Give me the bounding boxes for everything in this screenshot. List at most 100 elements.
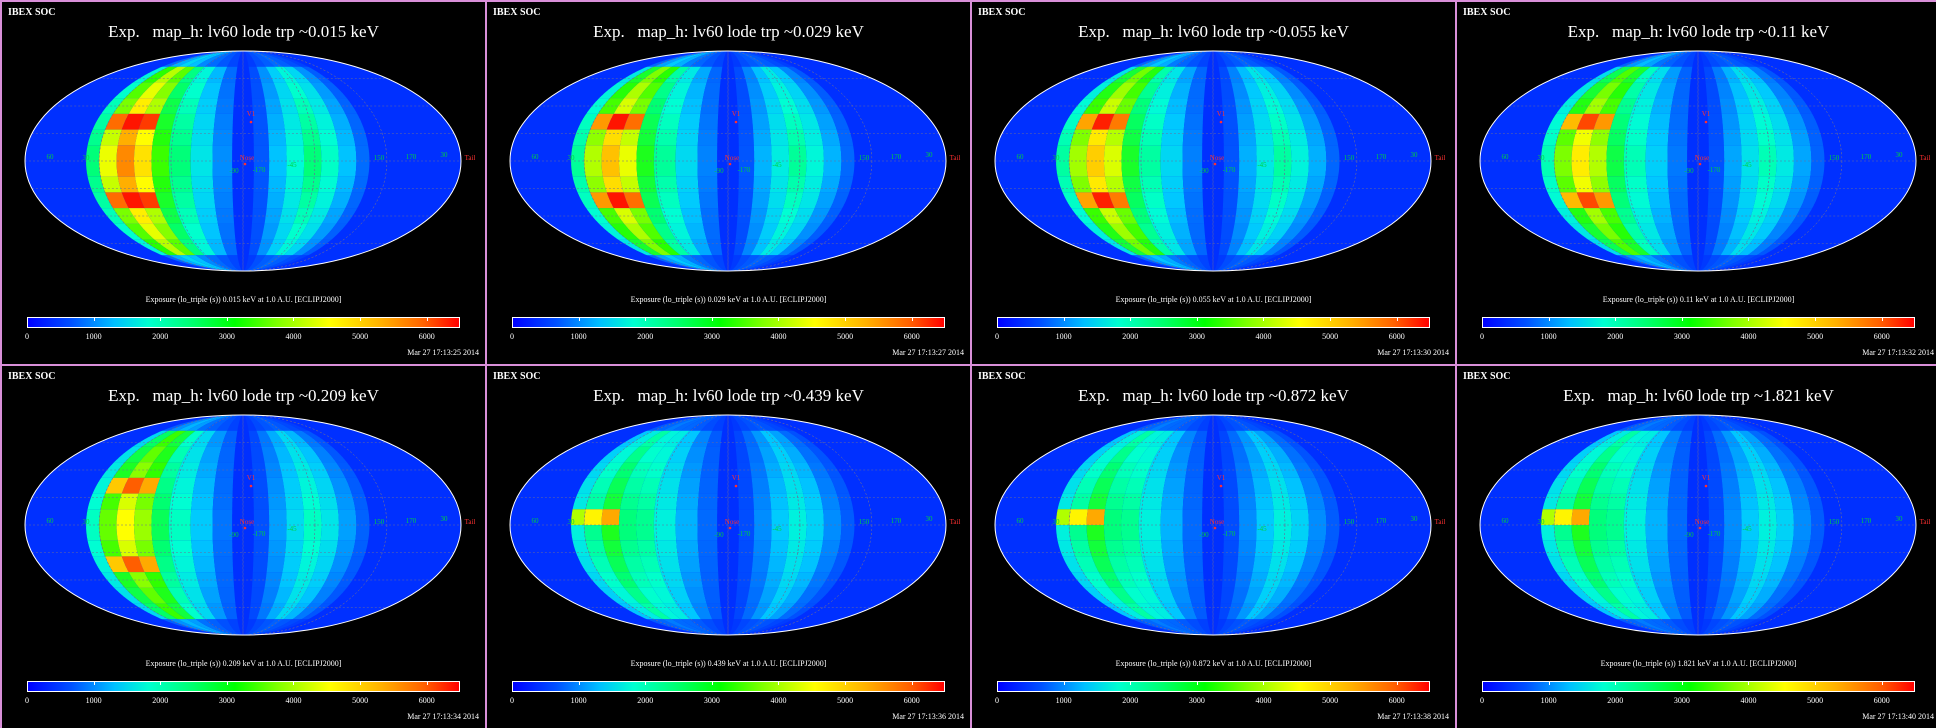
exposure-cell [1160, 525, 1183, 541]
exposure-cell [599, 446, 628, 463]
exposure-cell [243, 415, 257, 431]
exposure-cell [1670, 208, 1690, 224]
exposure-cell [638, 82, 664, 99]
exposure-cell [819, 129, 841, 146]
exposure-cell [1608, 82, 1634, 99]
exposure-cell [1792, 509, 1812, 525]
exposure-cell [1307, 145, 1327, 161]
exposure-cell [1773, 493, 1793, 510]
meridian-line [1140, 415, 1286, 635]
lon-label: 30 [1896, 151, 1904, 159]
exposure-cell [1723, 540, 1742, 557]
exposure-cell [301, 129, 321, 146]
exposure-cell [1062, 477, 1083, 494]
lon-label: 30 [568, 154, 576, 162]
exposure-cell [1670, 572, 1690, 588]
exposure-cell [606, 556, 630, 573]
colorbar-tick-label: 5000 [352, 332, 369, 341]
exposure-cell [167, 82, 192, 99]
lon-label: 170 [406, 517, 417, 525]
exposure-cell [243, 619, 275, 635]
exposure-cell [653, 145, 677, 161]
exposure-cell [1161, 239, 1187, 256]
exposure-cell [590, 477, 614, 494]
exposure-cell [1758, 161, 1777, 177]
exposure-cell [1138, 509, 1162, 525]
exposure-cell [261, 446, 279, 463]
exposure-cell [584, 145, 603, 161]
colorbar-tick-label: 1000 [85, 696, 102, 705]
exposure-cell [1650, 619, 1698, 635]
exposure-cell [737, 113, 754, 130]
exposure-cell [1280, 446, 1306, 463]
exposure-cell [1776, 462, 1801, 478]
exposure-cell [680, 255, 728, 271]
exposure-cell [169, 129, 193, 146]
exposure-cell [1069, 525, 1088, 541]
lon-label: -45 [772, 161, 782, 169]
colorbar-tick-mark [1196, 317, 1198, 321]
colorbar-tick-mark [578, 681, 580, 685]
exposure-cell [1733, 98, 1754, 114]
exposure-cell [1698, 255, 1712, 271]
exposure-cell [266, 477, 285, 494]
exposure-cell [1775, 161, 1794, 177]
exposure-cell [1719, 208, 1738, 224]
exposure-cell [1641, 255, 1698, 271]
v1-label: V1 [247, 110, 256, 118]
exposure-cell [1721, 556, 1740, 573]
exposure-cell [1753, 556, 1774, 573]
exposure-cell [1160, 145, 1183, 161]
colorbar-caption: Exposure (lo_triple (s)) 0.055 keV at 1.… [1115, 295, 1312, 304]
exposure-cell [227, 415, 243, 431]
exposure-cell [273, 223, 294, 240]
exposure-cell [212, 129, 233, 146]
exposure-cell [620, 176, 641, 193]
exposure-cell [770, 82, 793, 99]
exposure-cell [1213, 619, 1263, 635]
exposure-cell [1213, 619, 1227, 635]
exposure-cell [782, 587, 807, 604]
exposure-cell [337, 509, 357, 525]
lon-label: 30 [441, 515, 449, 523]
exposure-cell [1271, 540, 1291, 557]
exposure-cell [676, 239, 702, 256]
timestamp: Mar 27 17:13:40 2014 [1862, 712, 1934, 721]
exposure-cell [671, 619, 728, 635]
exposure-cell [840, 145, 855, 161]
exposure-cell [700, 462, 720, 478]
exposure-cell [1633, 430, 1660, 447]
app-label: IBEX SOC [8, 7, 56, 18]
exposure-cell [124, 223, 155, 240]
exposure-cell [166, 239, 196, 256]
exposure-cell [701, 51, 728, 67]
exposure-cell [647, 415, 728, 431]
exposure-cell [786, 540, 806, 557]
exposure-cell [652, 446, 677, 463]
exposure-cell [751, 192, 770, 209]
exposure-map-panel: 60 30 -90 -45 -170 150 170 30 Nose Tail V1 IBEX SOC… [972, 366, 1455, 728]
app-label: IBEX SOC [1463, 7, 1511, 18]
exposure-cell [1756, 176, 1776, 193]
exposure-cell [1810, 145, 1825, 161]
exposure-cell [204, 415, 243, 431]
exposure-cell [601, 509, 621, 525]
meridian-line [98, 415, 388, 635]
exposure-cell [1723, 145, 1742, 161]
exposure-cell [168, 255, 243, 271]
exposure-cell [1280, 82, 1306, 99]
exposure-cell [182, 82, 207, 99]
exposure-cell [1568, 208, 1595, 224]
exposure-cell [1236, 192, 1255, 209]
meridian-line [1625, 51, 1771, 271]
exposure-cell [1223, 509, 1240, 525]
exposure-cell [1156, 51, 1213, 67]
colorbar-tick-mark [1681, 317, 1683, 321]
exposure-cell [1671, 255, 1698, 271]
exposure-cell [601, 161, 621, 177]
exposure-cell [698, 556, 719, 573]
exposure-cell [243, 415, 266, 431]
colorbar-tick-mark [911, 681, 913, 685]
exposure-cell [599, 223, 628, 240]
exposure-cell [1698, 619, 1712, 635]
